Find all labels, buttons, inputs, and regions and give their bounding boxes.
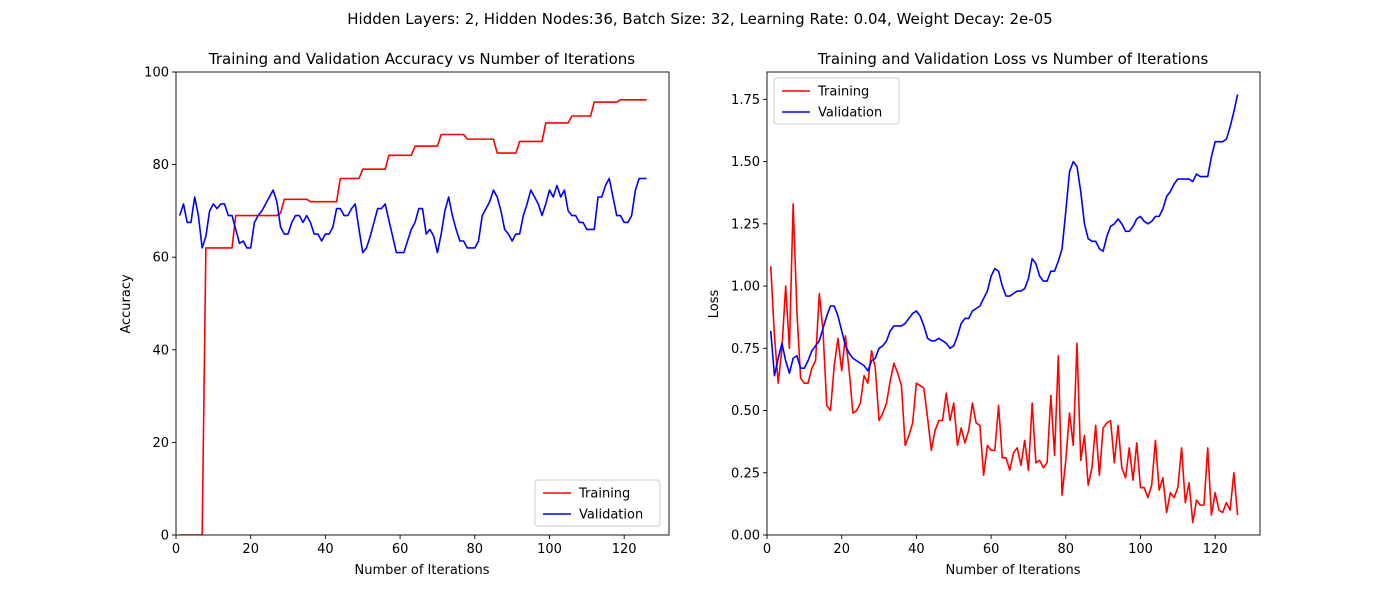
loss-chart: Training and Validation Loss vs Number o… — [707, 50, 1261, 578]
loss-chart-ylabel: Loss — [707, 290, 722, 319]
loss-legend-label-training: Training — [817, 85, 869, 100]
loss-ytick-label: 1.00 — [731, 280, 760, 295]
loss-xtick-label: 120 — [1203, 542, 1228, 557]
accuracy-chart-title: Training and Validation Accuracy vs Numb… — [208, 50, 635, 68]
accuracy-ytick-label: 40 — [152, 343, 169, 358]
loss-xtick-label: 40 — [908, 542, 925, 557]
loss-xtick-label: 20 — [833, 542, 850, 557]
accuracy-ytick-label: 100 — [144, 66, 169, 81]
loss-xtick-label: 0 — [763, 542, 771, 557]
loss-legend-label-validation: Validation — [818, 106, 882, 121]
accuracy-axes-frame — [175, 71, 670, 536]
accuracy-legend-label-validation: Validation — [579, 508, 643, 523]
loss-xtick-label: 80 — [1058, 542, 1075, 557]
loss-ytick-label: 1.25 — [731, 217, 760, 232]
loss-axes-frame — [766, 71, 1261, 536]
loss-ytick-label: 0.00 — [731, 529, 760, 544]
loss-ytick-label: 0.50 — [731, 404, 760, 419]
accuracy-xtick-label: 60 — [392, 542, 409, 557]
loss-series-validation-line — [769, 94, 1239, 377]
loss-ytick-label: 0.75 — [731, 342, 760, 357]
accuracy-xtick-label: 0 — [172, 542, 180, 557]
loss-chart-plot-area: 0 20 40 60 80 100 120 0.00 0.25 0.50 0.75 1.00 1.25 1… — [731, 71, 1261, 557]
accuracy-ytick-label: 60 — [152, 251, 169, 266]
accuracy-ytick-label: 0 — [161, 529, 169, 544]
accuracy-xtick-label: 120 — [612, 542, 637, 557]
accuracy-xtick-label: 20 — [242, 542, 259, 557]
accuracy-xtick-label: 40 — [317, 542, 334, 557]
loss-ytick-label: 1.50 — [731, 155, 760, 170]
loss-chart-xlabel: Number of Iterations — [946, 563, 1081, 578]
accuracy-ytick-label: 80 — [152, 158, 169, 173]
accuracy-chart-xlabel: Number of Iterations — [355, 563, 490, 578]
accuracy-legend-label-training: Training — [578, 487, 630, 502]
accuracy-chart: Training and Validation Accuracy vs Numb… — [119, 50, 670, 578]
loss-xtick-label: 100 — [1128, 542, 1153, 557]
accuracy-chart-plot-area: 0 20 40 60 80 100 120 0 20 40 60 80 100 — [144, 66, 670, 557]
loss-ytick-label: 1.75 — [731, 93, 760, 108]
accuracy-series-validation-line — [178, 177, 647, 254]
loss-series-training-line — [769, 203, 1239, 524]
accuracy-ytick-label: 20 — [152, 436, 169, 451]
loss-ytick-label: 0.25 — [731, 466, 760, 481]
loss-chart-legend: Training Validation — [773, 77, 900, 125]
accuracy-xtick-label: 80 — [467, 542, 484, 557]
loss-xtick-label: 60 — [983, 542, 1000, 557]
accuracy-chart-ylabel: Accuracy — [119, 274, 134, 334]
accuracy-series-training-line — [179, 98, 647, 535]
accuracy-chart-legend: Training Validation — [534, 479, 661, 527]
accuracy-xtick-label: 100 — [537, 542, 562, 557]
figure-suptitle: Hidden Layers: 2, Hidden Nodes:36, Batch… — [347, 10, 1052, 28]
loss-chart-title: Training and Validation Loss vs Number o… — [817, 50, 1209, 68]
